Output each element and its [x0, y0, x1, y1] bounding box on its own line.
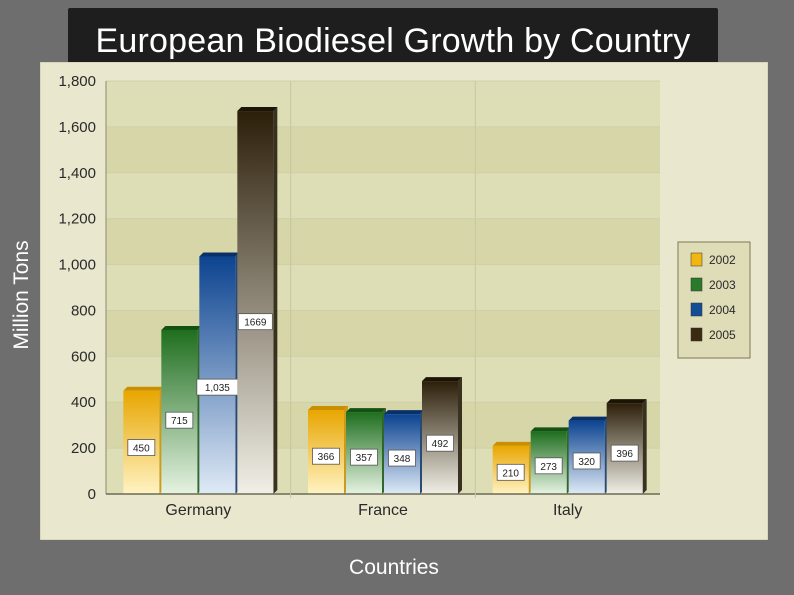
y-tick-label: 1,800	[58, 73, 96, 90]
legend-label-2004: 2004	[709, 303, 736, 317]
data-label: 492	[432, 439, 449, 450]
data-label-box	[127, 439, 156, 456]
y-tick-label: 1,200	[58, 211, 96, 228]
data-label: 273	[540, 462, 557, 473]
x-tick-label: Italy	[553, 502, 582, 519]
data-label-box	[237, 313, 273, 331]
bar-top-face	[384, 410, 424, 415]
data-label: 450	[133, 444, 150, 455]
bar-face	[199, 256, 236, 494]
data-label: 1,035	[205, 383, 230, 394]
bar-2003-italy: 273	[530, 427, 571, 494]
y-tick-label: 1,400	[58, 165, 96, 182]
data-label-box	[610, 444, 639, 462]
legend-label-2003: 2003	[709, 278, 736, 292]
legend-label-2005: 2005	[709, 328, 736, 342]
bar-2005-germany: 1669	[237, 107, 278, 494]
bar-side-face	[642, 399, 647, 494]
legend-swatch-2004	[690, 302, 703, 317]
bar-2005-italy: 396	[606, 399, 647, 494]
x-tick-label: Germany	[165, 502, 231, 519]
bar-chart: 0 200 400 600 800 1,000 1,200 1,400 1,600 1,800 4…	[40, 62, 768, 540]
bars: 450 715 1,035 1669 366 357 348 492 210 273 320 396	[123, 107, 647, 494]
data-label-box	[496, 463, 525, 481]
data-label-box	[388, 449, 416, 467]
y-axis-title: Million Tons	[10, 240, 33, 349]
grid-band	[106, 218, 660, 265]
bar-top-face	[161, 325, 202, 330]
bar-top-face	[422, 377, 462, 382]
bar-top-face	[530, 427, 571, 432]
bar-top-face	[346, 408, 386, 413]
x-tick-label: France	[358, 502, 408, 519]
data-label: 1669	[244, 318, 267, 329]
data-label-box	[572, 452, 601, 470]
bar-top-face	[199, 252, 240, 257]
data-label: 357	[356, 453, 373, 464]
y-tick-label: 200	[71, 440, 96, 457]
x-axis: Germany France Italy	[106, 81, 660, 519]
y-tick-label: 0	[88, 486, 96, 503]
bar-2005-france: 492	[422, 377, 462, 494]
data-label-box	[165, 411, 194, 429]
bar-top-face	[568, 416, 609, 421]
legend-swatch-2003	[690, 277, 703, 292]
data-label: 210	[502, 468, 519, 479]
bar-side-face	[458, 377, 462, 494]
data-label: 348	[394, 454, 411, 465]
bar-2004-germany: 1,035	[196, 252, 240, 494]
y-tick-label: 1,000	[58, 257, 96, 274]
y-tick-label: 600	[71, 348, 96, 365]
data-label: 396	[616, 449, 633, 460]
data-label-box	[534, 457, 563, 475]
grid-band	[106, 126, 660, 173]
legend-frame	[677, 241, 751, 359]
legend-swatch-2005	[690, 327, 703, 342]
legend-swatch-2002	[690, 252, 703, 267]
data-label: 320	[578, 457, 595, 468]
bar-side-face	[273, 107, 278, 494]
x-axis-title: Countries	[349, 556, 439, 579]
data-label-box	[312, 447, 340, 465]
bar-top-face	[237, 107, 278, 112]
y-tick-label: 800	[71, 302, 96, 319]
bar-top-face	[123, 386, 164, 391]
bar-2004-italy: 320	[568, 416, 609, 494]
y-axis-ticks: 0 200 400 600 800 1,000 1,200 1,400 1,600 1,800	[58, 73, 107, 503]
data-label-box	[426, 434, 454, 452]
bar-top-face	[492, 441, 533, 446]
bar-2002-italy: 210	[492, 441, 533, 494]
legend-label-2002: 2002	[709, 253, 736, 267]
bar-face	[237, 111, 274, 494]
bar-top-face	[308, 406, 348, 411]
data-label: 366	[318, 452, 335, 463]
data-label: 715	[171, 416, 188, 427]
legend: 2002 2003 2004 2005	[677, 241, 751, 359]
y-tick-label: 1,600	[58, 119, 96, 136]
bar-2002-france: 366	[308, 406, 348, 494]
chart-title: European Biodiesel Growth by Country	[95, 21, 691, 60]
y-tick-label: 400	[71, 394, 96, 411]
bar-2003-france: 357	[346, 408, 386, 494]
bar-2002-germany: 450	[123, 386, 164, 494]
data-label-box	[350, 448, 378, 466]
bar-top-face	[606, 399, 647, 404]
bar-2003-germany: 715	[161, 325, 202, 494]
bar-2004-france: 348	[384, 410, 424, 494]
chart-panel: 0 200 400 600 800 1,000 1,200 1,400 1,600 1,800 4…	[40, 62, 768, 540]
